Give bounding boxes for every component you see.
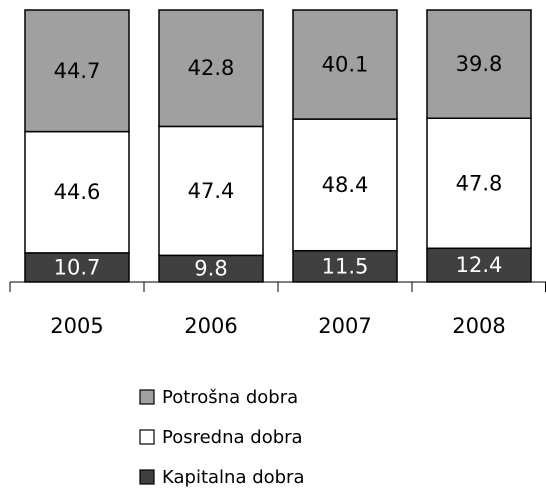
x-tick-label: 2007 [318, 314, 371, 338]
x-tick-label: 2005 [50, 314, 103, 338]
data-label: 40.1 [322, 53, 369, 77]
bar-segment [426, 247, 532, 283]
legend-swatch [139, 469, 155, 485]
data-label: 42.8 [188, 56, 235, 80]
bar-segment [24, 130, 130, 254]
data-label: 48.4 [322, 173, 369, 197]
data-label: 44.6 [54, 180, 101, 204]
bar-segment [158, 125, 264, 257]
data-label: 10.7 [54, 255, 101, 279]
legend-swatch [139, 389, 155, 405]
bar-segment [426, 9, 532, 120]
bar-segment [426, 117, 532, 250]
data-label: 47.8 [456, 171, 503, 195]
x-tick-label: 2006 [184, 314, 237, 338]
bar-segment [292, 9, 398, 120]
data-label: 9.8 [194, 257, 227, 281]
legend-swatch [139, 429, 155, 445]
bar-segment [158, 254, 264, 283]
legend-label: Kapitalna dobra [162, 467, 305, 488]
data-label: 11.5 [322, 254, 369, 278]
legend-label: Potrošna dobra [162, 387, 298, 408]
bar-segment [24, 252, 130, 283]
data-label: 12.4 [456, 253, 503, 277]
data-label: 47.4 [188, 179, 235, 203]
legend-label: Posredna dobra [162, 427, 303, 448]
x-tick-label: 2008 [452, 314, 505, 338]
bar-segment [158, 9, 264, 128]
data-label: 39.8 [456, 52, 503, 76]
bar-segment [24, 9, 130, 133]
data-label: 44.7 [54, 59, 101, 83]
bar-segment [292, 118, 398, 252]
